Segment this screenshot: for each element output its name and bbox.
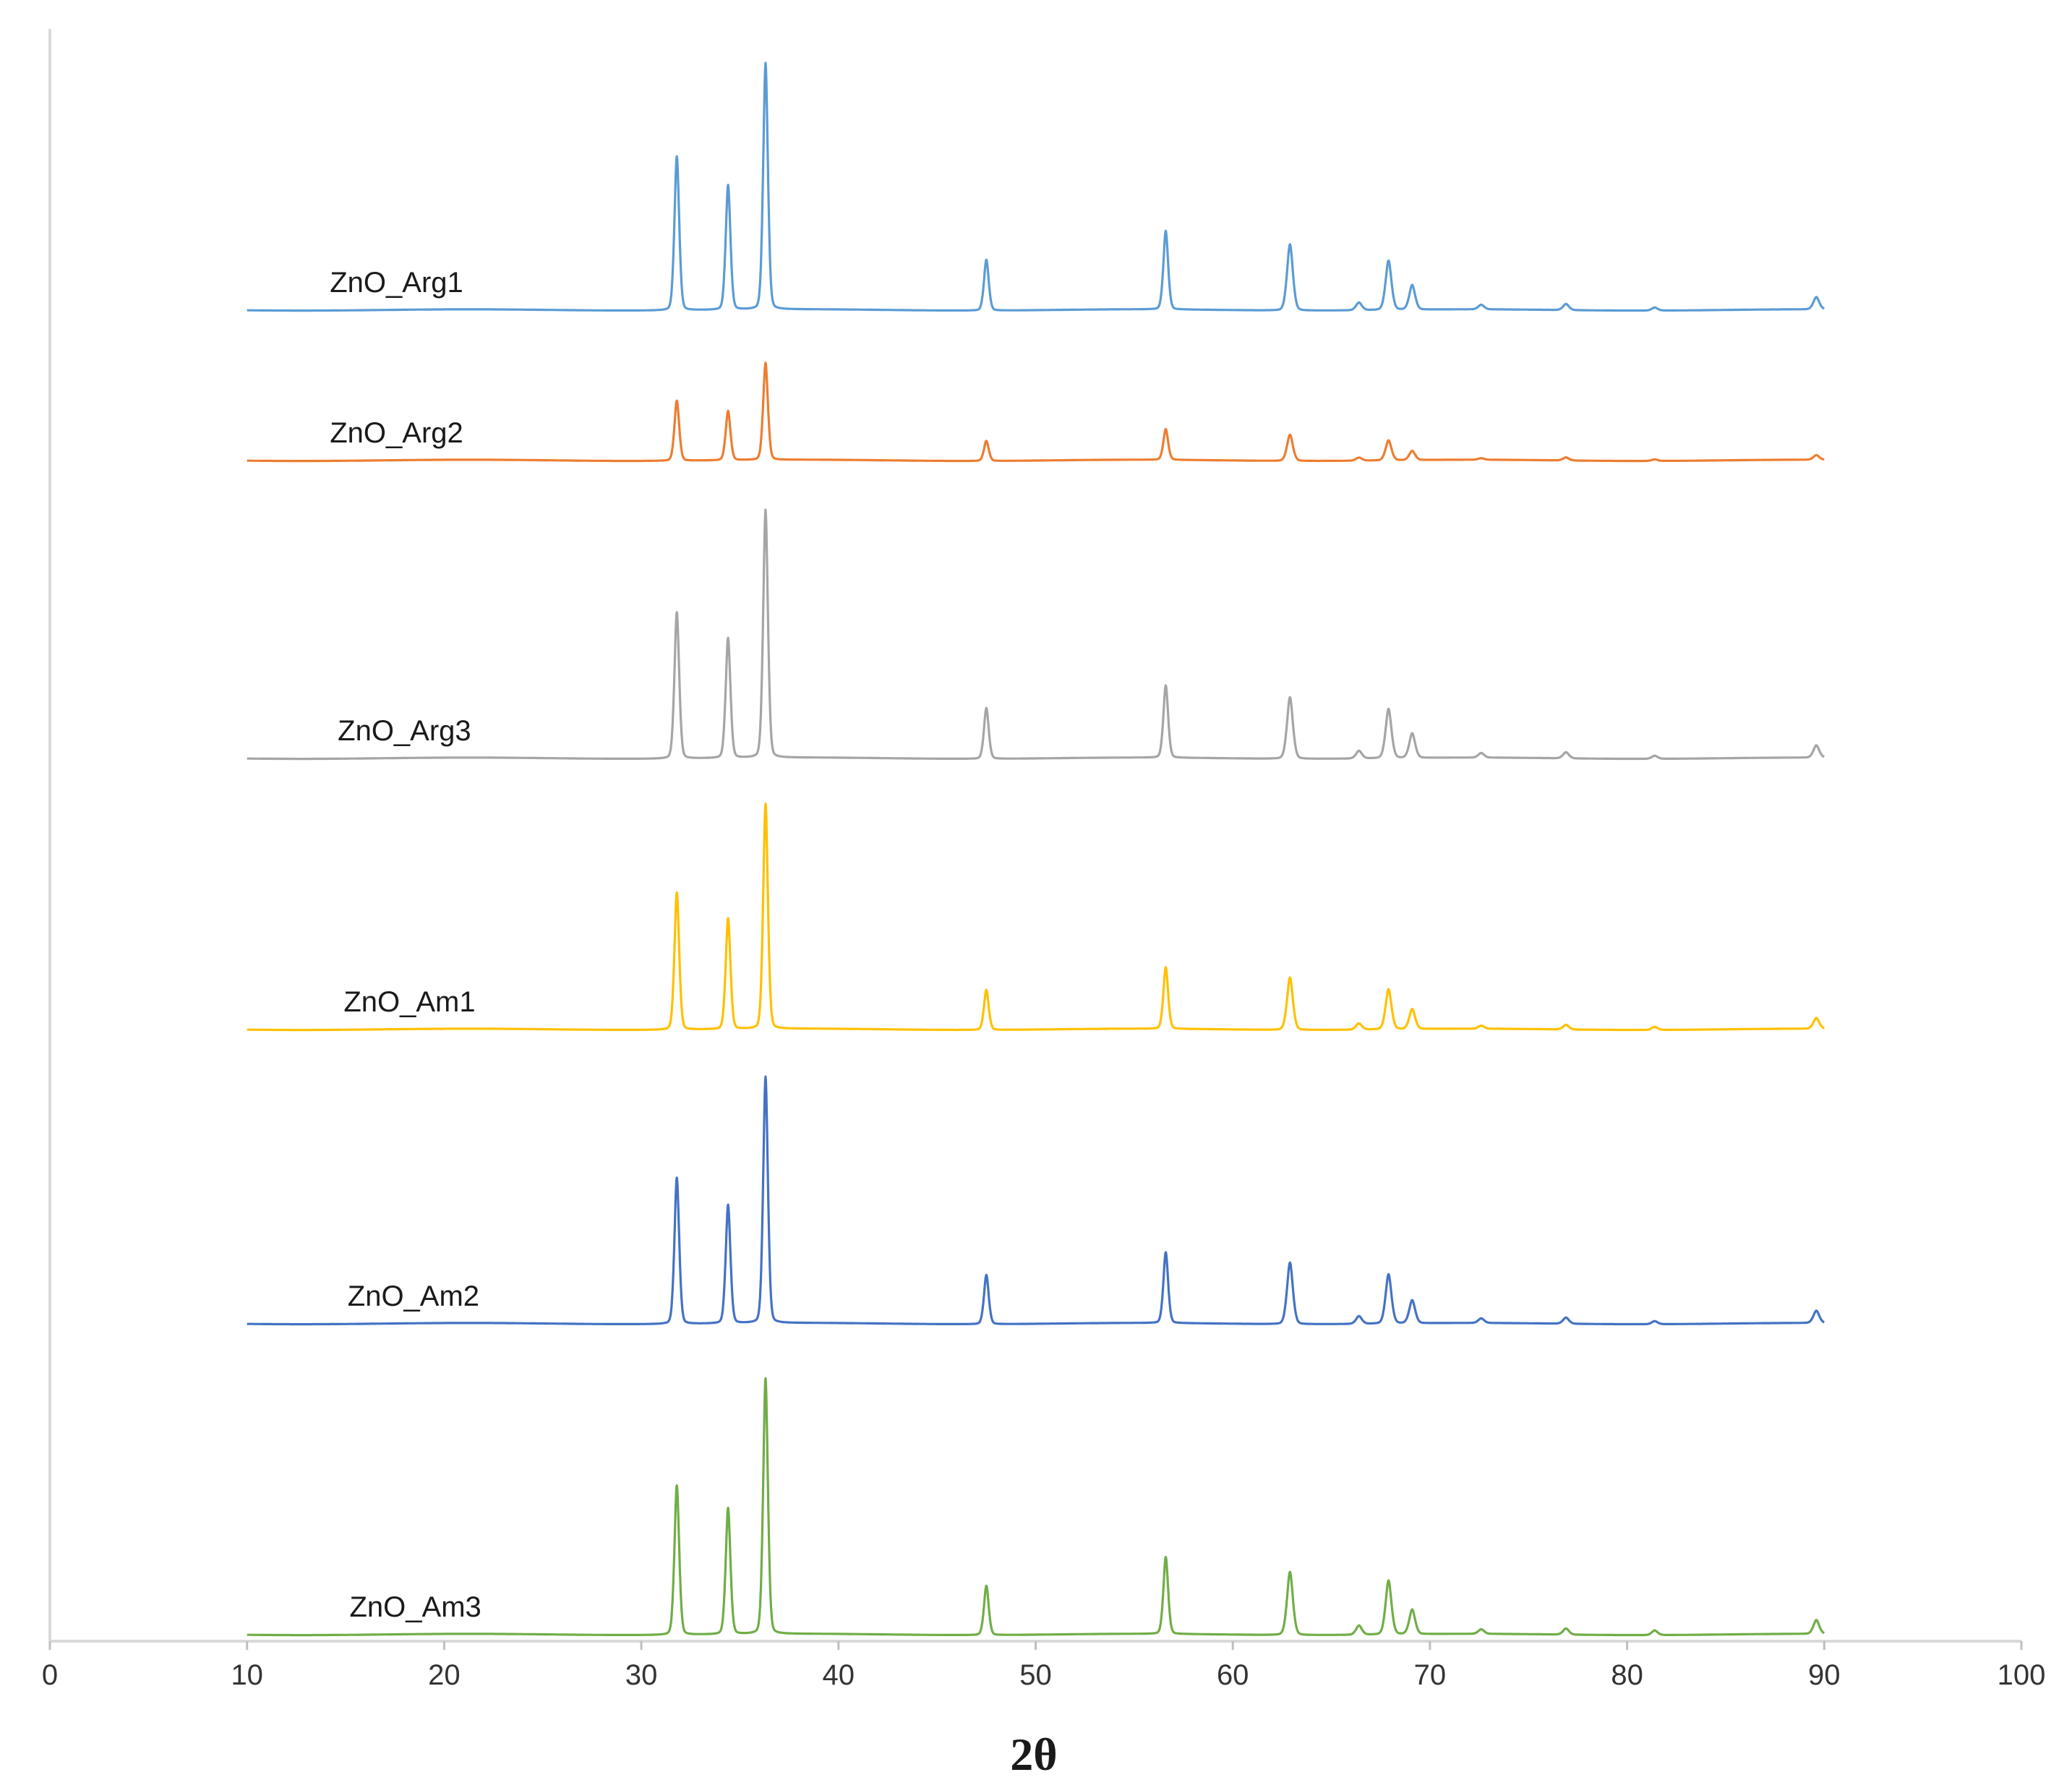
series-line-zno-am3	[246, 1377, 1825, 1637]
x-tick-label: 70	[1414, 1659, 1447, 1691]
series-label: ZnO_Am3	[350, 1591, 481, 1623]
series-group	[246, 61, 1825, 1637]
series-line-zno-arg2	[246, 361, 1825, 463]
x-tick-label: 30	[625, 1659, 658, 1691]
series-line-zno-am2	[246, 1075, 1825, 1326]
x-tick-labels-group: 0 10 20 30 40 50 60 70 80 90 100	[42, 1659, 2046, 1691]
x-tick-label: 10	[231, 1659, 263, 1691]
series-label: ZnO_Am1	[343, 986, 475, 1018]
x-axis-title: 2θ	[1010, 1729, 1057, 1780]
x-tick-label: 60	[1217, 1659, 1249, 1691]
x-tick-label: 100	[1998, 1659, 2046, 1691]
series-line-zno-arg3	[246, 508, 1825, 761]
series-label: ZnO_Am2	[348, 1280, 479, 1312]
series-line-zno-arg1	[246, 61, 1825, 312]
series-line-zno-am1	[246, 803, 1825, 1032]
x-tick-label: 90	[1808, 1659, 1841, 1691]
series-label: ZnO_Arg3	[338, 715, 471, 747]
x-tick-label: 20	[428, 1659, 461, 1691]
series-labels-group: ZnO_Arg1 ZnO_Arg2 ZnO_Arg3 ZnO_Am1 ZnO_Am2 Zn…	[330, 267, 481, 1623]
x-tick-label: 80	[1611, 1659, 1643, 1691]
axes-group	[48, 29, 2023, 1650]
x-tick-label: 50	[1019, 1659, 1052, 1691]
series-label: ZnO_Arg1	[330, 267, 463, 299]
series-label: ZnO_Arg2	[330, 417, 463, 449]
x-tick-label: 0	[42, 1659, 58, 1691]
x-tick-label: 40	[823, 1659, 855, 1691]
